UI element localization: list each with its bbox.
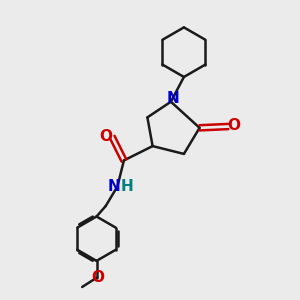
Text: O: O <box>227 118 241 133</box>
Text: H: H <box>120 179 133 194</box>
Text: N: N <box>108 179 121 194</box>
Text: O: O <box>99 129 112 144</box>
Text: O: O <box>91 270 104 285</box>
Text: N: N <box>167 91 179 106</box>
